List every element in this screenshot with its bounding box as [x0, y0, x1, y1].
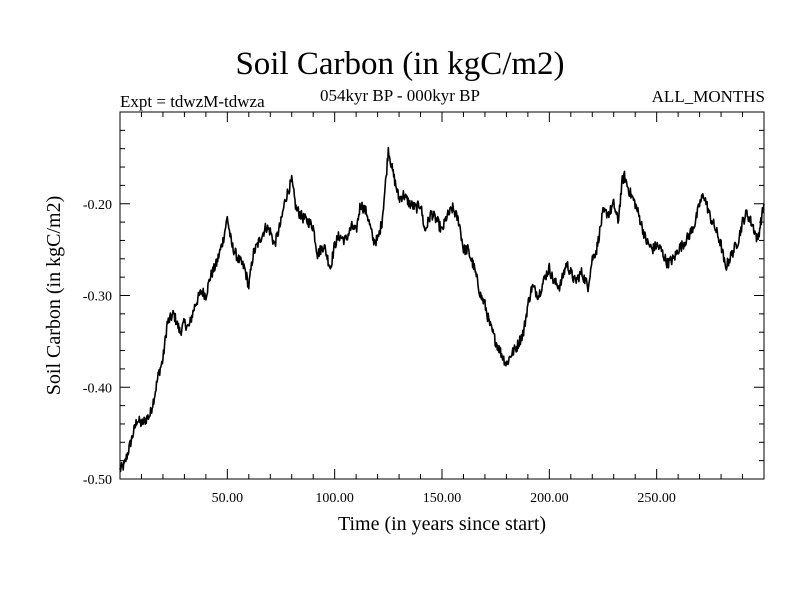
y-tick-label: -0.20 [83, 198, 112, 213]
x-axis-label: Time (in years since start) [338, 513, 546, 535]
chart-subtitle: 054kyr BP - 000kyr BP [320, 86, 480, 105]
series-line [119, 146, 765, 473]
months-label: ALL_MONTHS [651, 87, 765, 106]
x-tick-label: 100.00 [315, 491, 354, 506]
experiment-label: Expt = tdwzM-tdwza [120, 92, 265, 111]
axis-ticks [120, 112, 764, 479]
y-tick-label: -0.30 [83, 290, 112, 305]
x-tick-label: 50.00 [212, 491, 244, 506]
chart-title: Soil Carbon (in kgC/m2) [235, 46, 565, 82]
y-tick-label: -0.50 [83, 473, 112, 488]
x-tick-label: 200.00 [530, 491, 569, 506]
axis-tick-labels: 50.00 100.00 150.00 200.00 250.00 -0.50 -0.40 -… [83, 198, 676, 506]
x-tick-label: 250.00 [637, 491, 676, 506]
plot-frame [119, 111, 765, 480]
y-axis-label: Soil Carbon (in kgC/m2) [43, 196, 65, 395]
x-tick-label: 150.00 [423, 491, 462, 506]
y-tick-label: -0.40 [83, 381, 112, 396]
